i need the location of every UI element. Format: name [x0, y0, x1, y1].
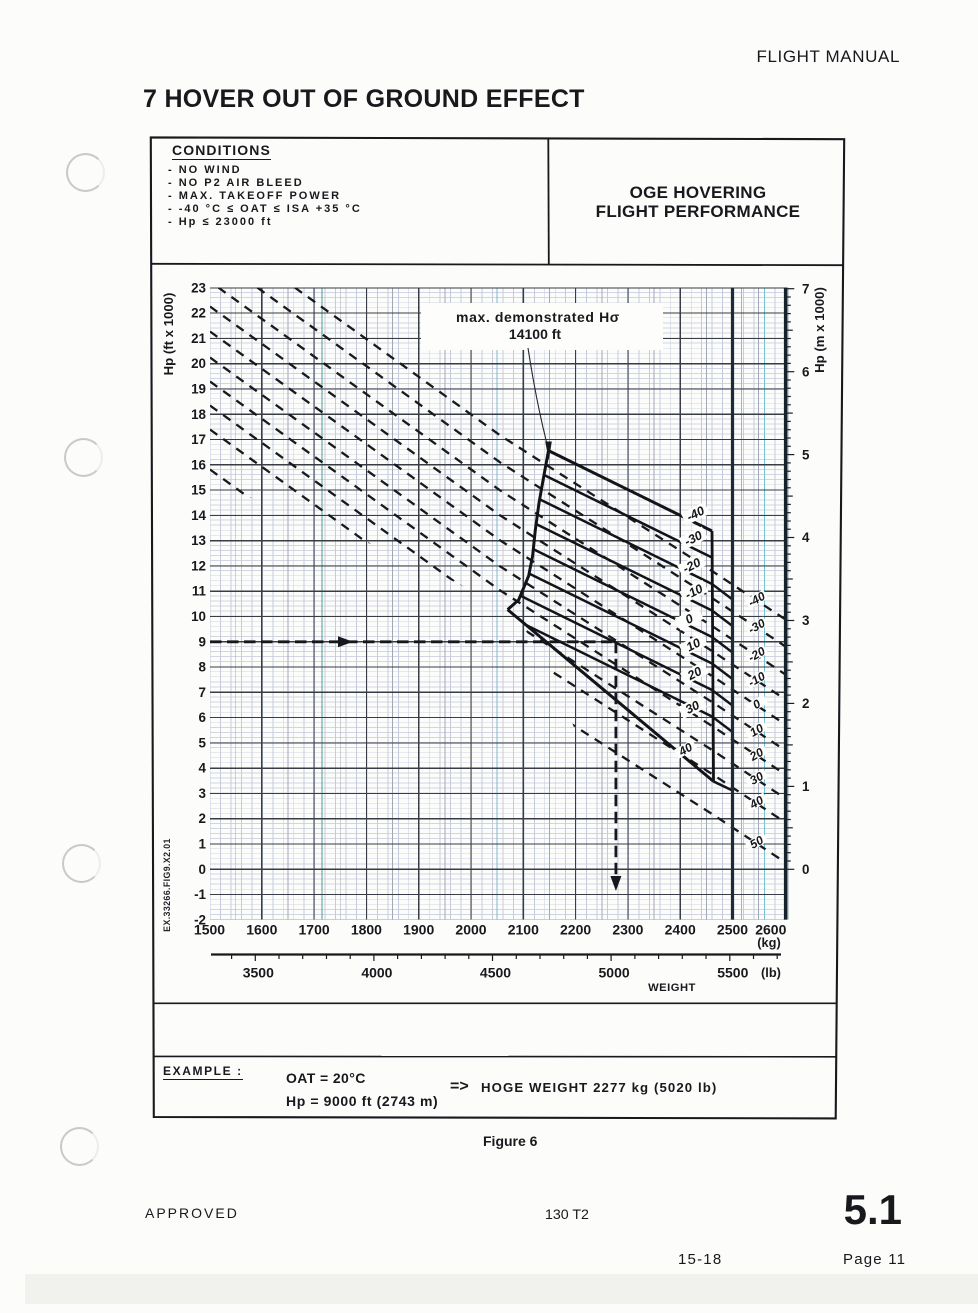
svg-text:5500: 5500 [717, 965, 748, 981]
svg-text:40: 40 [675, 740, 695, 759]
svg-text:16: 16 [191, 457, 206, 472]
svg-text:2500: 2500 [717, 922, 748, 938]
svg-text:14: 14 [191, 508, 206, 523]
svg-text:17: 17 [191, 432, 206, 447]
svg-text:7: 7 [802, 281, 809, 296]
svg-text:max. demonstrated Hσ: max. demonstrated Hσ [456, 309, 620, 325]
svg-text:1: 1 [802, 779, 810, 794]
svg-text:-1: -1 [194, 887, 206, 902]
svg-text:Hp (ft x 1000): Hp (ft x 1000) [161, 293, 176, 376]
svg-text:30: 30 [683, 698, 702, 717]
svg-text:7: 7 [199, 685, 206, 700]
svg-text:5000: 5000 [599, 965, 630, 981]
svg-text:WEIGHT: WEIGHT [648, 982, 696, 994]
svg-text:15: 15 [191, 483, 206, 498]
svg-text:4500: 4500 [480, 965, 511, 981]
svg-text:2200: 2200 [560, 922, 591, 938]
svg-text:10: 10 [747, 721, 766, 740]
svg-text:0: 0 [199, 862, 206, 877]
svg-text:1: 1 [199, 837, 207, 852]
svg-text:2: 2 [802, 696, 809, 711]
svg-text:1500: 1500 [194, 922, 225, 938]
svg-text:20: 20 [191, 356, 206, 371]
svg-text:8: 8 [199, 660, 207, 675]
svg-text:20: 20 [684, 664, 704, 683]
svg-text:3: 3 [802, 613, 809, 628]
svg-text:13: 13 [191, 533, 206, 548]
svg-text:-2: -2 [194, 912, 206, 927]
svg-text:2000: 2000 [455, 922, 486, 938]
svg-text:(lb): (lb) [761, 965, 781, 980]
svg-text:1900: 1900 [403, 922, 434, 938]
svg-text:Hp (m x 1000): Hp (m x 1000) [812, 287, 827, 373]
svg-text:5: 5 [199, 735, 207, 750]
svg-text:2600: 2600 [755, 922, 786, 938]
svg-text:40: 40 [746, 793, 766, 812]
svg-text:0: 0 [802, 862, 809, 877]
svg-text:23: 23 [191, 280, 206, 295]
svg-text:3500: 3500 [243, 965, 274, 981]
svg-text:21: 21 [191, 331, 206, 346]
svg-text:10: 10 [684, 636, 703, 655]
svg-text:2100: 2100 [508, 922, 539, 938]
svg-text:10: 10 [191, 609, 206, 624]
svg-text:22: 22 [191, 306, 206, 321]
svg-text:6: 6 [802, 364, 809, 379]
svg-text:1600: 1600 [246, 922, 277, 938]
svg-text:1800: 1800 [351, 922, 382, 938]
svg-text:9: 9 [199, 634, 206, 649]
svg-text:(kg): (kg) [757, 935, 780, 950]
svg-text:20: 20 [746, 745, 766, 764]
svg-text:30: 30 [747, 769, 766, 788]
svg-text:4: 4 [199, 761, 207, 776]
svg-text:12: 12 [191, 558, 206, 573]
svg-text:EX.33266.FIG9.X2.01: EX.33266.FIG9.X2.01 [162, 838, 172, 932]
svg-text:2400: 2400 [665, 922, 696, 938]
svg-text:6: 6 [199, 710, 206, 725]
svg-text:2300: 2300 [612, 922, 643, 938]
svg-text:5: 5 [802, 447, 810, 462]
svg-text:50: 50 [747, 833, 766, 852]
svg-text:11: 11 [192, 584, 207, 599]
svg-text:2: 2 [199, 811, 206, 826]
svg-text:18: 18 [191, 407, 206, 422]
svg-text:3: 3 [199, 786, 206, 801]
svg-text:4000: 4000 [361, 965, 392, 981]
svg-text:4: 4 [802, 530, 810, 545]
svg-text:1700: 1700 [299, 922, 330, 938]
svg-text:19: 19 [191, 382, 206, 397]
svg-text:14100 ft: 14100 ft [509, 326, 561, 342]
